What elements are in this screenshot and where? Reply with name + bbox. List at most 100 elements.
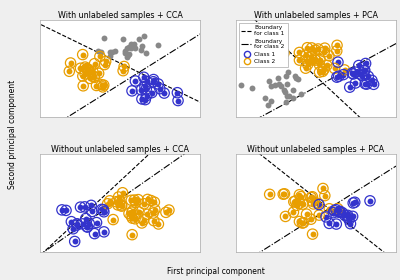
Point [292, 76, 299, 80]
Point [115, 203, 121, 207]
Point [66, 69, 72, 74]
Point [89, 209, 95, 214]
Point [341, 68, 348, 72]
Point [128, 198, 134, 202]
Point [150, 80, 156, 84]
Point [350, 201, 356, 205]
Point [126, 51, 132, 56]
Point [323, 215, 329, 219]
Point [129, 210, 135, 214]
Point [268, 84, 274, 88]
Point [312, 48, 318, 52]
Point [284, 70, 291, 75]
Point [130, 208, 136, 213]
Point [163, 210, 169, 214]
Point [326, 207, 332, 211]
Point [97, 54, 103, 59]
Point [141, 202, 147, 206]
Point [296, 58, 303, 62]
Point [337, 209, 343, 214]
Point [315, 47, 321, 51]
Point [334, 49, 340, 53]
Point [337, 210, 343, 214]
Point [132, 216, 138, 221]
Point [340, 73, 346, 77]
Point [362, 81, 368, 86]
Point [139, 97, 145, 101]
Point [142, 84, 148, 89]
Point [161, 91, 167, 95]
Point [296, 201, 303, 206]
Point [102, 59, 109, 64]
Point [334, 75, 340, 80]
Point [299, 221, 306, 225]
Point [296, 219, 303, 224]
Point [86, 68, 92, 73]
Legend: Boundary
for class 1, Boundary
for class 2, Class 1, Class 2: Boundary for class 1, Boundary for class… [238, 22, 288, 67]
Point [88, 203, 94, 207]
Point [331, 208, 338, 213]
Point [362, 81, 368, 86]
Point [98, 50, 104, 54]
Point [361, 68, 367, 73]
Point [296, 201, 303, 206]
Point [79, 222, 86, 226]
Point [132, 79, 138, 83]
Point [308, 217, 314, 221]
Point [309, 232, 316, 236]
Point [84, 225, 90, 229]
Point [331, 66, 338, 71]
Point [316, 70, 323, 74]
Point [129, 232, 135, 237]
Point [309, 195, 316, 199]
Point [152, 207, 158, 212]
Point [136, 210, 142, 214]
Point [326, 53, 332, 58]
Point [321, 50, 328, 54]
Point [317, 57, 323, 62]
Point [84, 225, 90, 229]
Point [91, 61, 98, 66]
Point [118, 203, 125, 207]
Point [77, 205, 84, 209]
Point [129, 216, 136, 220]
Point [266, 192, 273, 197]
Point [281, 89, 288, 94]
Point [333, 222, 340, 226]
Point [129, 216, 136, 220]
Point [144, 212, 150, 216]
Point [308, 195, 314, 200]
Point [151, 218, 157, 223]
Point [300, 220, 307, 225]
Point [157, 87, 163, 91]
Point [79, 222, 86, 226]
Point [70, 227, 76, 231]
Point [330, 211, 336, 215]
Point [118, 204, 125, 208]
Point [121, 64, 127, 69]
Point [296, 219, 303, 224]
Point [91, 231, 98, 236]
Point [124, 54, 130, 59]
Point [59, 208, 65, 212]
Point [174, 90, 180, 95]
Point [326, 221, 332, 226]
Point [365, 74, 372, 79]
Point [84, 67, 90, 71]
Point [337, 209, 343, 214]
Point [138, 44, 145, 48]
Point [68, 220, 74, 224]
Point [309, 199, 316, 204]
Point [331, 66, 338, 71]
Point [294, 203, 300, 207]
Point [80, 52, 86, 57]
Point [74, 221, 80, 226]
Point [174, 90, 180, 95]
Point [129, 89, 135, 93]
Point [142, 51, 149, 55]
Point [136, 37, 142, 42]
Point [321, 50, 328, 54]
Point [315, 47, 321, 51]
Point [304, 45, 310, 50]
Point [96, 71, 102, 76]
